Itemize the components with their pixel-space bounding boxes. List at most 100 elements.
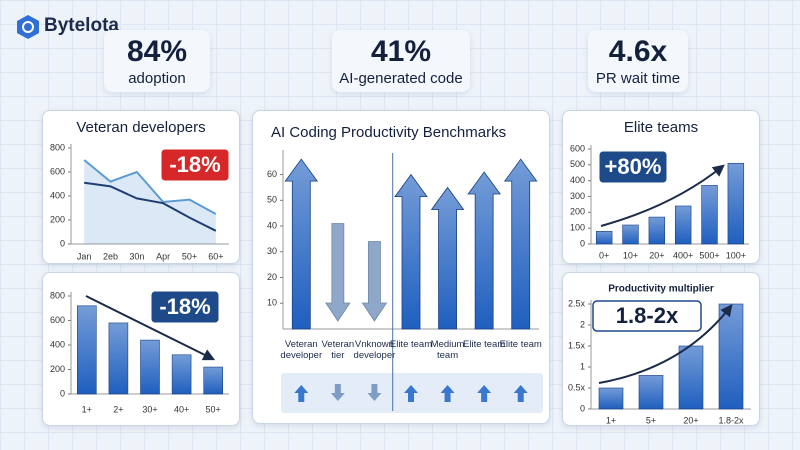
y-tick-label: 40 xyxy=(267,220,277,230)
chart-card: Elite teams 0 100 200 300 400 500 600 0+ 10+ 20+ 40… xyxy=(562,110,760,264)
bar xyxy=(678,345,704,410)
y-tick-label: 10 xyxy=(267,298,277,308)
y-tick-label: 200 xyxy=(50,364,65,374)
y-tick-label: 600 xyxy=(50,315,65,325)
annotation: -18% xyxy=(159,294,210,319)
y-tick-label: 0 xyxy=(60,388,65,398)
bar xyxy=(595,231,613,245)
x-tick-label: 50+ xyxy=(206,404,221,414)
y-tick-label: 400 xyxy=(50,339,65,349)
chart: Veteran developers 0 200 400 600 800 Jan 2eb 30n… xyxy=(50,119,230,261)
y-tick-label: 200 xyxy=(570,207,585,217)
stat-value: 41% xyxy=(370,35,432,68)
stat-value: 4.6x xyxy=(608,35,668,68)
arrow-bar xyxy=(430,186,465,330)
area xyxy=(84,160,216,244)
y-tick-label: 1.5x xyxy=(568,340,586,350)
chart-card: Productivity multiplier 0 0.5x 1 1.5x 2 2.5x 1+… xyxy=(562,272,760,426)
chart-title: Veteran developers xyxy=(76,119,205,136)
direction-icon xyxy=(294,385,309,402)
stat-card: 41% AI-generated code xyxy=(332,30,470,92)
line xyxy=(83,159,217,215)
y-tick-label: 200 xyxy=(50,214,65,224)
stat-value: 84% xyxy=(126,35,188,68)
x-tick-label: 60+ xyxy=(208,251,223,261)
chart: Elite teams 0 100 200 300 400 500 600 0+ 10+ 20+ 40… xyxy=(570,119,749,260)
arrow-bar xyxy=(394,173,428,330)
y-tick-label: 300 xyxy=(570,191,585,201)
y-tick-label: 0 xyxy=(580,238,585,248)
arrow-bar xyxy=(325,223,351,322)
y-tick-label: 500 xyxy=(570,159,585,169)
x-tick-label: Apr xyxy=(156,251,170,261)
x-tick-label: 400+ xyxy=(673,250,693,260)
x-tick-label: Veteran developer xyxy=(280,339,323,361)
arrow-bar xyxy=(503,158,538,330)
x-tick-label: 30n xyxy=(129,251,144,261)
chart-card: Veteran developers 0 200 400 600 800 Jan 2eb 30n… xyxy=(42,110,240,264)
chart-title: AI Coding Productivity Benchmarks xyxy=(271,124,506,141)
x-tick-label: Jan xyxy=(77,251,92,261)
bar xyxy=(674,205,692,245)
x-tick-label: 1+ xyxy=(82,404,92,414)
x-tick-label: 50+ xyxy=(182,251,197,261)
y-tick-label: 400 xyxy=(50,190,65,200)
stat-label: adoption xyxy=(128,70,186,87)
arrow-bar xyxy=(467,171,501,330)
annotation-badge xyxy=(160,148,230,182)
x-tick-label: Elite team xyxy=(389,339,433,350)
y-tick-label: 600 xyxy=(50,166,65,176)
brand: Bytelota xyxy=(44,15,119,36)
direction-icon xyxy=(330,384,345,401)
direction-icon xyxy=(440,385,455,402)
x-tick-label: Vnknown developer xyxy=(353,339,396,361)
bar xyxy=(171,354,192,395)
x-tick-label: 5+ xyxy=(646,415,656,425)
bar xyxy=(701,185,718,245)
y-tick-label: 800 xyxy=(50,290,65,300)
x-tick-label: 1+ xyxy=(606,415,616,425)
annotation: -18% xyxy=(169,152,220,177)
annotation: 1.8-2x xyxy=(616,303,679,328)
annotation-badge xyxy=(592,300,702,332)
y-tick-label: 30 xyxy=(267,246,277,256)
y-tick-label: 0 xyxy=(60,238,65,248)
x-tick-label: 1.8-2x xyxy=(718,415,744,425)
bar xyxy=(203,366,223,395)
x-tick-label: 2+ xyxy=(113,404,123,414)
x-tick-label: 30+ xyxy=(142,404,157,414)
chart-title: Elite teams xyxy=(624,119,698,136)
stat-card: 84% adoption xyxy=(104,30,210,92)
x-tick-label: 100+ xyxy=(726,250,746,260)
x-tick-label: Elite team xyxy=(499,339,542,350)
y-tick-label: 600 xyxy=(570,143,585,153)
bar xyxy=(77,305,97,395)
trend-arrow xyxy=(600,164,725,227)
y-tick-label: 0.5x xyxy=(568,382,586,392)
y-tick-label: 20 xyxy=(267,272,277,282)
y-tick-label: 800 xyxy=(50,142,65,152)
direction-icon xyxy=(477,385,492,402)
bar xyxy=(140,339,160,395)
stat-card: 4.6x PR wait time xyxy=(588,30,688,92)
x-tick-label: Medium team xyxy=(430,339,465,361)
annotation: +80% xyxy=(605,154,662,179)
chart: AI Coding Productivity Benchmarks 10 20 30 4… xyxy=(267,124,543,413)
chart-title: Productivity multiplier xyxy=(608,284,714,295)
bar xyxy=(622,224,639,245)
x-tick-label: 40+ xyxy=(174,404,189,414)
y-tick-label: 2 xyxy=(580,319,585,329)
chart: 0 200 400 600 800 1+ 2+ 30+ 40+ 50+ -18% xyxy=(50,290,229,414)
y-tick-label: 400 xyxy=(570,175,585,185)
annotation-badge xyxy=(598,150,668,184)
y-tick-label: 50 xyxy=(267,195,277,205)
stat-label: PR wait time xyxy=(595,70,681,87)
bar xyxy=(718,303,744,410)
y-tick-label: 0 xyxy=(580,403,585,413)
y-tick-label: 1 xyxy=(580,361,585,371)
x-tick-label: 10+ xyxy=(623,250,638,260)
logo-icon xyxy=(17,15,39,39)
x-tick-label: 2eb xyxy=(103,251,118,261)
chart-card: 0 200 400 600 800 1+ 2+ 30+ 40+ 50+ -18% xyxy=(42,272,240,426)
